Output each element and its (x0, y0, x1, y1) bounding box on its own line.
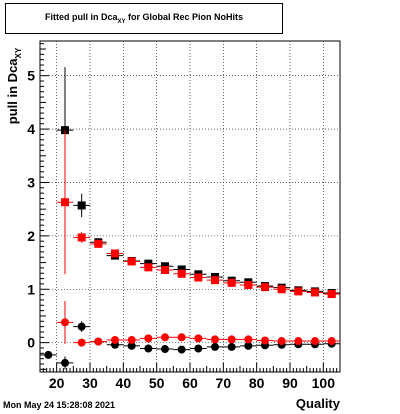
y-tick-label: 0 (27, 335, 35, 351)
data-point-square (177, 265, 186, 274)
data-point-square (177, 269, 186, 278)
x-tick-label: 40 (116, 375, 132, 391)
y-tick-label: 4 (27, 121, 35, 137)
data-point-circle (161, 345, 169, 354)
data-point-circle (294, 337, 303, 346)
data-point-circle (177, 333, 186, 342)
x-tick-label: 60 (182, 375, 198, 391)
data-point-circle (277, 337, 286, 346)
data-point-circle (61, 358, 69, 367)
y-tick-label: 2 (27, 228, 35, 244)
data-point-square (227, 278, 236, 287)
data-point-circle (194, 334, 203, 343)
data-point-circle (211, 342, 219, 351)
data-point-square (77, 233, 86, 242)
chart-title-box: Fitted pull in DcaXY for Global Rec Pion… (5, 3, 283, 34)
y-axis-label: pull in DcaXY (5, 47, 23, 125)
data-point-circle (44, 350, 53, 359)
data-point-square (211, 276, 219, 285)
x-tick-label: 70 (216, 375, 232, 391)
data-point-square (327, 290, 336, 299)
x-tick-label: 80 (249, 375, 265, 391)
data-point-circle (194, 344, 203, 353)
y-tick-label: 5 (27, 68, 35, 84)
data-point-square (111, 249, 119, 258)
x-tick-label: 20 (49, 375, 65, 391)
x-tick-label: 30 (82, 375, 98, 391)
data-point-circle (61, 318, 69, 327)
data-point-square (294, 287, 303, 296)
data-point-circle (77, 322, 86, 331)
data-point-circle (227, 335, 236, 344)
data-point-circle (244, 341, 253, 350)
y-tick-label: 1 (27, 281, 35, 297)
data-point-circle (144, 334, 153, 343)
data-point-square (277, 285, 286, 294)
chart-title: Fitted pull in DcaXY for Global Rec Pion… (44, 12, 244, 25)
data-point-circle (94, 337, 103, 346)
data-point-circle (227, 342, 236, 351)
data-point-circle (211, 335, 219, 344)
data-point-circle (111, 335, 119, 344)
x-axis-label: Quality (295, 396, 340, 411)
data-point-square (244, 280, 253, 289)
data-point-square (194, 273, 203, 282)
data-point-circle (161, 333, 169, 342)
data-point-square (311, 288, 319, 297)
data-point-square (144, 263, 153, 272)
data-point-circle (311, 337, 319, 346)
data-point-square (61, 198, 69, 207)
y-tick-label: 3 (27, 174, 35, 190)
data-point-circle (244, 335, 253, 344)
data-point-square (127, 257, 136, 266)
data-point-circle (127, 335, 136, 344)
data-point-square (161, 266, 169, 275)
data-point-square (94, 239, 103, 248)
x-tick-label: 100 (312, 375, 336, 391)
x-tick-label: 50 (149, 375, 165, 391)
data-point-circle (261, 336, 269, 345)
datestamp: Mon May 24 15:28:08 2021 (3, 400, 116, 410)
data-point-square (261, 283, 269, 292)
data-point-circle (77, 338, 86, 347)
data-point-square (77, 201, 86, 210)
x-tick-label: 90 (282, 375, 298, 391)
data-point-circle (327, 337, 336, 346)
data-point-circle (127, 341, 136, 350)
data-point-circle (144, 344, 153, 353)
data-point-circle (177, 345, 186, 354)
